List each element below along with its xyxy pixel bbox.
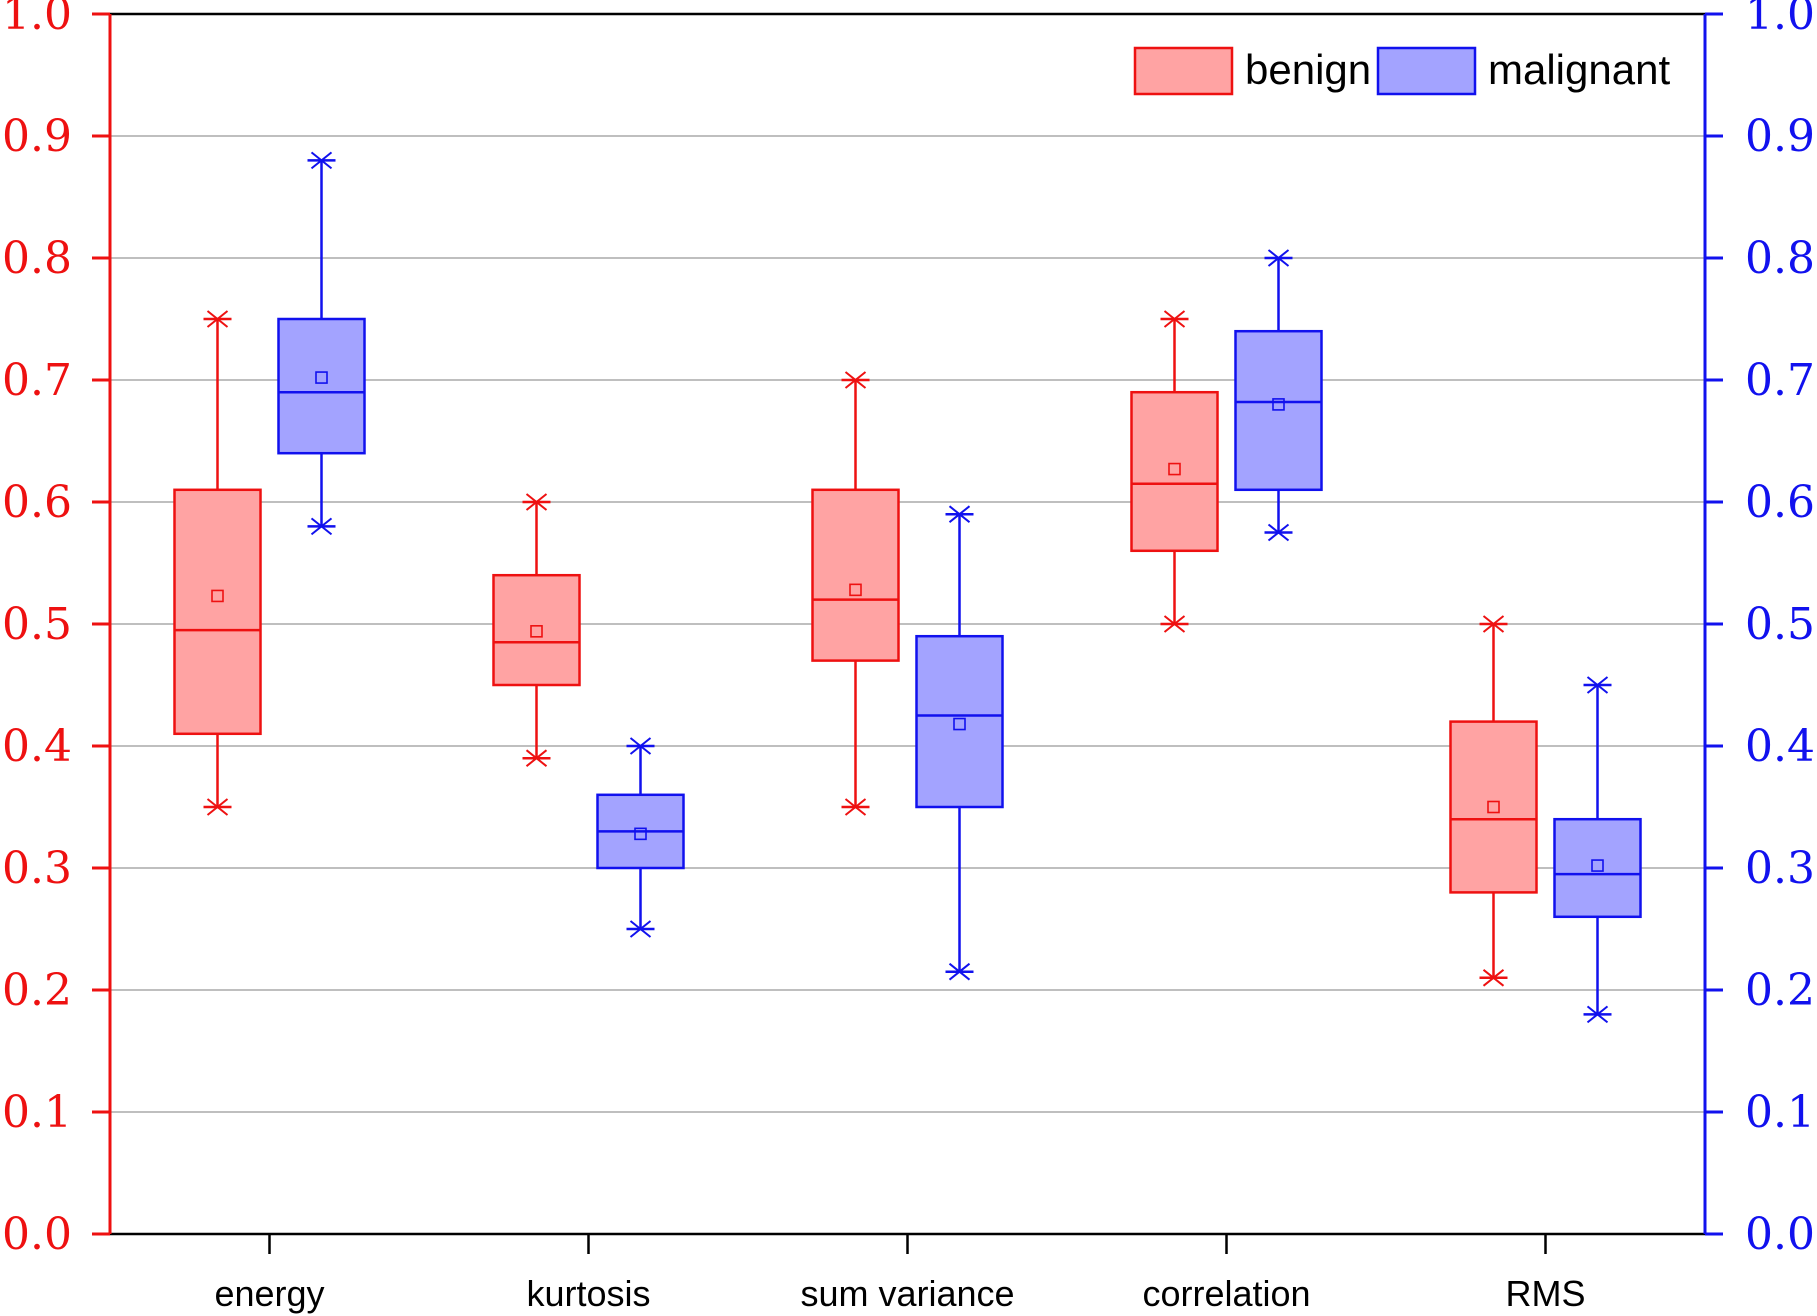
mean-marker	[849, 583, 862, 597]
mean-marker	[530, 625, 543, 638]
box-malignant-kurtosis	[596, 737, 685, 938]
grid-lines	[110, 135, 1705, 1113]
y-tick-label-left: 0.1	[2, 1087, 72, 1138]
y-tick-label-right: 0.1	[1745, 1087, 1815, 1138]
min-marker	[629, 920, 652, 938]
max-marker	[206, 310, 229, 328]
min-marker	[1586, 1005, 1609, 1024]
box-body	[1449, 720, 1538, 894]
y-tick-label-left: 0.5	[2, 599, 72, 650]
max-marker	[1163, 310, 1186, 328]
boxes	[173, 151, 1642, 1024]
y-tick-label-right: 0.4	[1745, 721, 1815, 772]
mean-marker	[1591, 859, 1604, 872]
min-marker	[948, 962, 971, 981]
y-tick-label-left: 0.2	[2, 965, 72, 1016]
box-benign-sum-variance	[811, 371, 900, 816]
min-marker	[1482, 969, 1505, 987]
min-marker	[206, 798, 229, 816]
box-benign-kurtosis	[492, 493, 581, 767]
y-tick-label-left: 0.4	[2, 721, 72, 772]
box-benign-RMS	[1449, 615, 1538, 987]
y-tick-label-right: 0.5	[1745, 599, 1815, 650]
box-body	[1234, 329, 1323, 492]
legend-swatch	[1133, 46, 1234, 96]
box-body	[811, 488, 900, 662]
legend-label: benign	[1245, 46, 1371, 93]
y-tick-label-left: 0.9	[2, 111, 72, 162]
axes	[92, 12, 1723, 1254]
max-marker	[844, 371, 867, 389]
mean-marker	[1487, 800, 1500, 814]
box-malignant-energy	[277, 151, 366, 536]
legend-swatch	[1376, 46, 1477, 96]
mean-marker	[315, 371, 328, 384]
max-marker	[629, 737, 652, 755]
legend: benign malignant	[1133, 46, 1670, 96]
y-tick-label-left: 0.7	[2, 355, 72, 406]
box-body	[492, 573, 581, 687]
y-tick-label-right: 0.0	[1745, 1209, 1815, 1260]
box-benign-energy	[173, 310, 262, 816]
legend-item-malignant: malignant	[1376, 46, 1670, 96]
x-tick-label: RMS	[1506, 1273, 1586, 1314]
y-tick-label-left: 0.6	[2, 477, 72, 528]
legend-label: malignant	[1488, 46, 1670, 93]
min-marker	[1267, 523, 1290, 542]
x-tick-label: sum variance	[800, 1273, 1014, 1314]
max-marker	[1482, 615, 1505, 633]
max-marker	[525, 493, 548, 511]
min-marker	[310, 517, 333, 536]
max-marker	[1586, 676, 1609, 694]
y-tick-label-left: 1.0	[2, 0, 72, 40]
box-body	[1130, 390, 1219, 553]
x-tick-label: energy	[214, 1273, 324, 1314]
max-marker	[1267, 249, 1290, 267]
max-marker	[310, 151, 333, 170]
box-body	[173, 488, 262, 736]
min-marker	[1163, 615, 1186, 633]
y-tick-label-right: 0.7	[1745, 355, 1815, 406]
box-malignant-RMS	[1553, 676, 1642, 1024]
y-tick-label-left: 0.8	[2, 233, 72, 284]
mean-marker	[211, 589, 224, 603]
y-tick-label-right: 0.9	[1745, 111, 1815, 162]
max-marker	[948, 505, 971, 523]
y-tick-label-right: 0.3	[1745, 843, 1815, 894]
y-tick-label-left: 0.0	[2, 1209, 72, 1260]
box-body	[1553, 817, 1642, 919]
mean-marker	[953, 717, 966, 731]
y-tick-label-left: 0.3	[2, 843, 72, 894]
y-tick-label-right: 0.2	[1745, 965, 1815, 1016]
x-tick-label: correlation	[1142, 1273, 1310, 1314]
mean-marker	[1272, 398, 1285, 411]
box-benign-correlation	[1130, 310, 1219, 633]
mean-marker	[1168, 462, 1181, 476]
min-marker	[525, 749, 548, 767]
box-body	[277, 317, 366, 455]
mean-marker	[634, 827, 647, 841]
y-tick-label-right: 0.8	[1745, 233, 1815, 284]
x-tick-label: kurtosis	[526, 1273, 650, 1314]
box-body	[915, 634, 1004, 809]
min-marker	[844, 798, 867, 816]
y-tick-label-right: 1.0	[1745, 0, 1815, 40]
box-malignant-correlation	[1234, 249, 1323, 542]
box-malignant-sum-variance	[915, 505, 1004, 981]
legend-item-benign: benign	[1133, 46, 1371, 96]
y-tick-label-right: 0.6	[1745, 477, 1815, 528]
